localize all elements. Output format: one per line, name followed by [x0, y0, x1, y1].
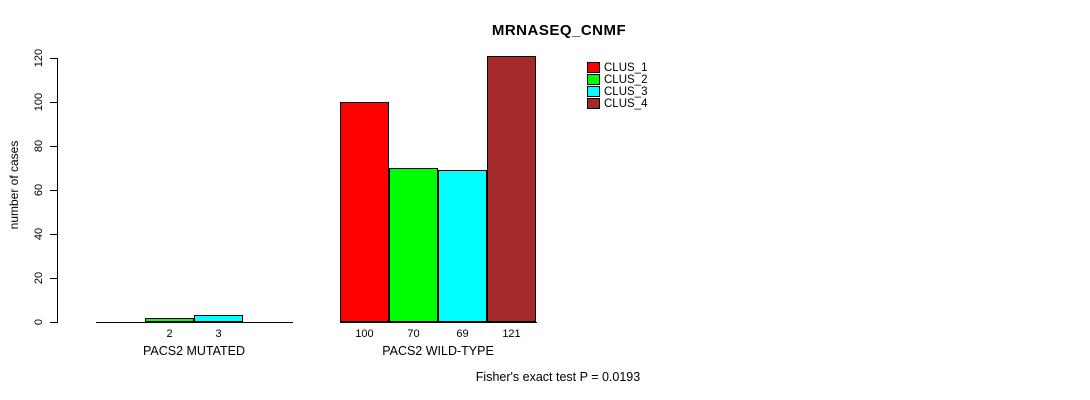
bar-clus_2: [145, 318, 194, 322]
bar-value-label: 70: [407, 328, 420, 340]
x-axis-baseline: [340, 322, 537, 323]
y-tick-mark: [50, 146, 58, 147]
bar-clus_2: [389, 168, 438, 322]
y-tick-label: 60: [33, 183, 45, 197]
bar-value-label: 69: [456, 328, 469, 340]
legend-swatch-clus_2: [587, 74, 600, 85]
x-axis-baseline: [96, 322, 293, 323]
x-group-label: PACS2 MUTATED: [142, 344, 246, 358]
legend-swatch-clus_4: [587, 98, 600, 109]
bar-value-label: 2: [166, 328, 173, 340]
legend-label: CLUS_3: [604, 86, 648, 98]
y-tick-mark: [50, 190, 58, 191]
y-tick-label: 40: [33, 227, 45, 241]
y-tick-label: 0: [33, 318, 45, 326]
bar-value-label: 3: [215, 328, 222, 340]
y-axis-label: number of cases: [7, 140, 21, 230]
legend-label: CLUS_4: [604, 98, 648, 110]
bar-clus_3: [194, 315, 243, 322]
y-tick-label: 80: [33, 139, 45, 153]
legend-label: CLUS_1: [604, 62, 648, 74]
y-tick-label: 20: [33, 271, 45, 285]
y-tick-label: 120: [33, 48, 45, 68]
stat-annotation: Fisher's exact test P = 0.0193: [475, 370, 641, 384]
x-group-label: PACS2 WILD-TYPE: [382, 344, 494, 358]
legend-swatch-clus_3: [587, 86, 600, 97]
y-tick-mark: [50, 234, 58, 235]
legend-label: CLUS_2: [604, 74, 648, 86]
y-tick-label: 100: [33, 92, 45, 112]
y-tick-mark: [50, 58, 58, 59]
chart-title: MRNASEQ_CNMF: [491, 22, 627, 39]
y-tick-mark: [50, 322, 58, 323]
y-tick-mark: [50, 102, 58, 103]
legend-swatch-clus_1: [587, 62, 600, 73]
bar-clus_1: [340, 102, 389, 322]
bar-clus_3: [438, 170, 487, 322]
bar-value-label: 100: [355, 328, 374, 340]
bar-value-label: 121: [502, 328, 521, 340]
y-tick-mark: [50, 278, 58, 279]
bar-clus_4: [487, 56, 536, 322]
